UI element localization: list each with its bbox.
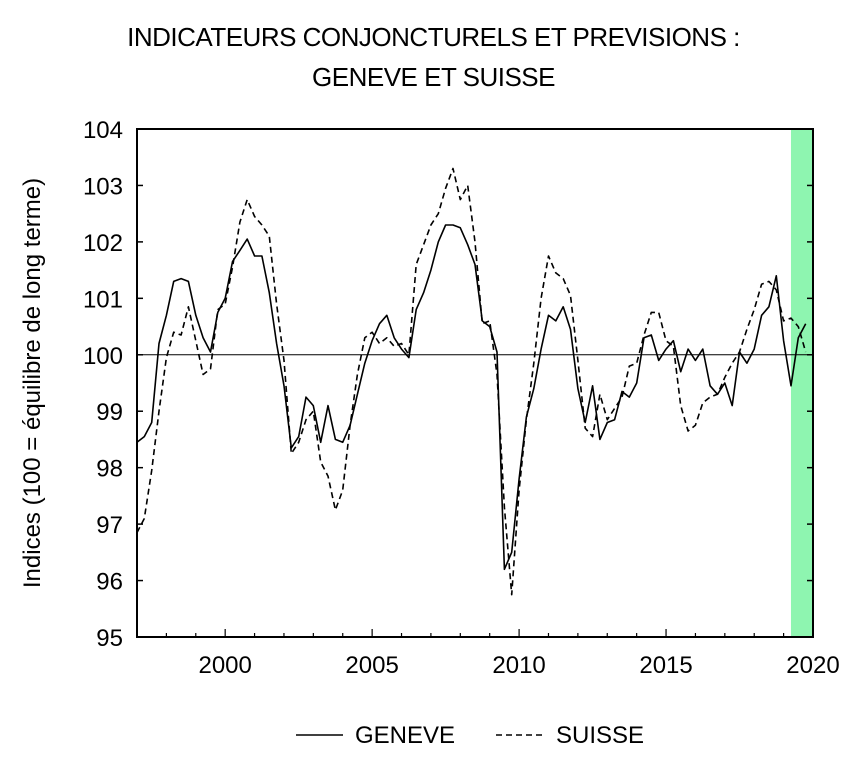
x-axis: 2000 2005 2010 2015 2020 xyxy=(136,629,840,679)
y-tick-label: 99 xyxy=(96,399,123,426)
plot-frame xyxy=(136,128,814,638)
series-layer xyxy=(136,167,807,596)
y-tick-label: 103 xyxy=(83,173,123,200)
series-line-suisse xyxy=(136,167,807,596)
y-tick-label: 102 xyxy=(83,230,123,257)
y-tick-label: 96 xyxy=(96,569,123,596)
y-tick-label: 100 xyxy=(83,343,123,370)
y-tick-label: 98 xyxy=(96,456,123,483)
legend: GENEVE SUISSE xyxy=(296,722,644,749)
x-tick-label: 2020 xyxy=(786,652,839,679)
y-tick-label: 104 xyxy=(83,117,123,144)
x-tick-label: 2005 xyxy=(345,652,398,679)
y-tick-label: 95 xyxy=(96,625,123,652)
chart-subtitle: GENEVE ET SUISSE xyxy=(312,62,555,92)
x-tick-label: 2015 xyxy=(639,652,692,679)
y-tick-label: 97 xyxy=(96,512,123,539)
y-tick-label: 101 xyxy=(83,286,123,313)
y-axis: 95 96 97 98 99 100 101 102 103 104 xyxy=(83,117,813,652)
y-axis-label: Indices (100 = équilibre de long terme) xyxy=(19,178,46,588)
series-line-geneve xyxy=(136,224,807,571)
legend-label-geneve: GENEVE xyxy=(355,722,455,749)
x-tick-label: 2010 xyxy=(492,652,545,679)
x-tick-label: 2000 xyxy=(198,652,251,679)
legend-label-suisse: SUISSE xyxy=(556,722,644,749)
chart-title: INDICATEURS CONJONCTURELS ET PREVISIONS … xyxy=(127,22,740,52)
forecast-band xyxy=(790,129,813,637)
